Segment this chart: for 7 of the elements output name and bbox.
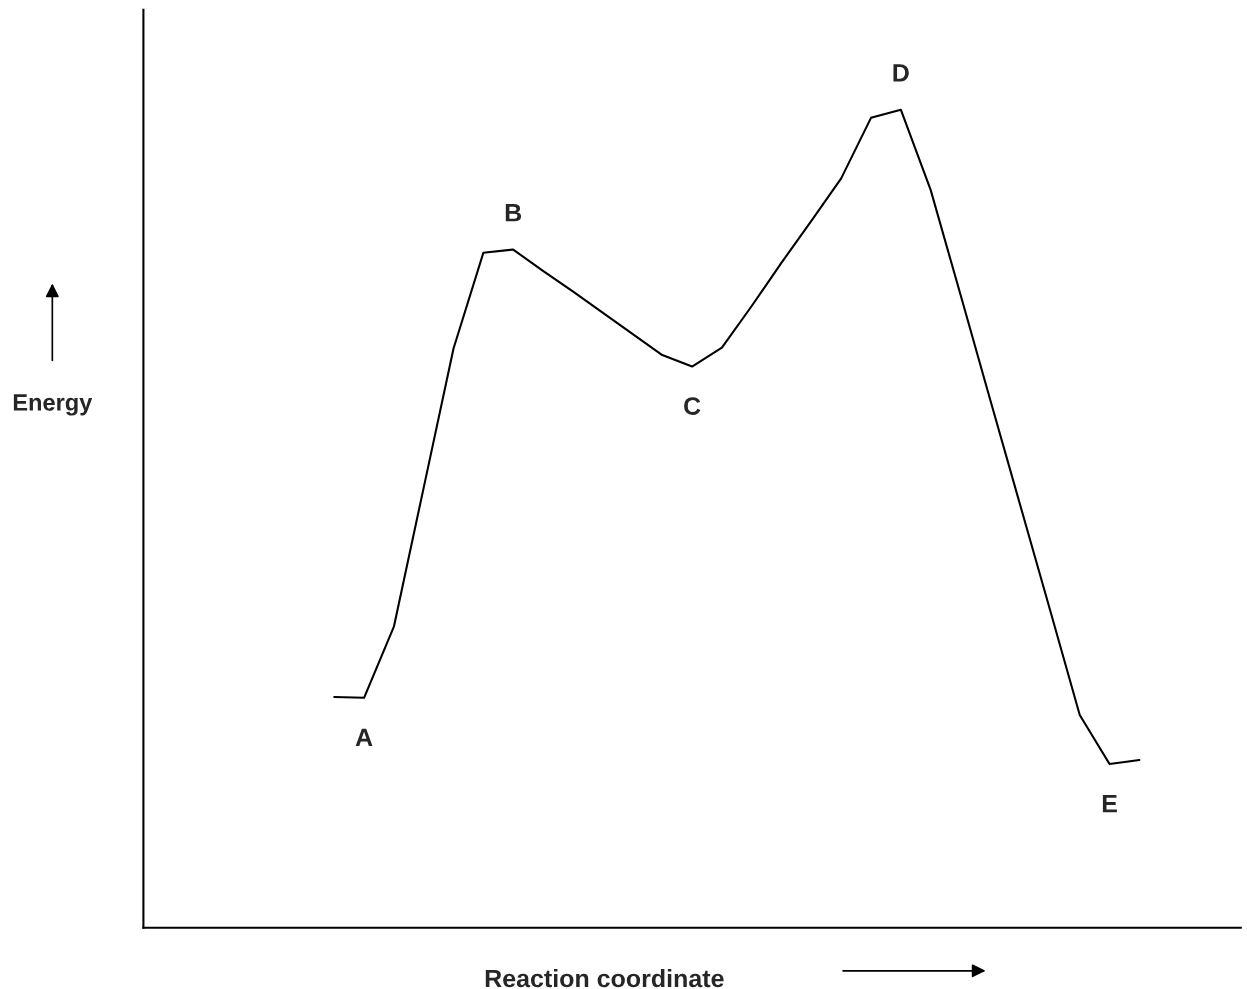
annotation: A (355, 728, 373, 746)
annotation: E (1102, 795, 1117, 813)
annotation: C (684, 397, 701, 415)
y-axis-title: Energy (13, 394, 93, 416)
x-axis-title: Reaction coordinate (485, 968, 724, 988)
annotation: B (505, 204, 522, 222)
text: D (893, 64, 909, 82)
